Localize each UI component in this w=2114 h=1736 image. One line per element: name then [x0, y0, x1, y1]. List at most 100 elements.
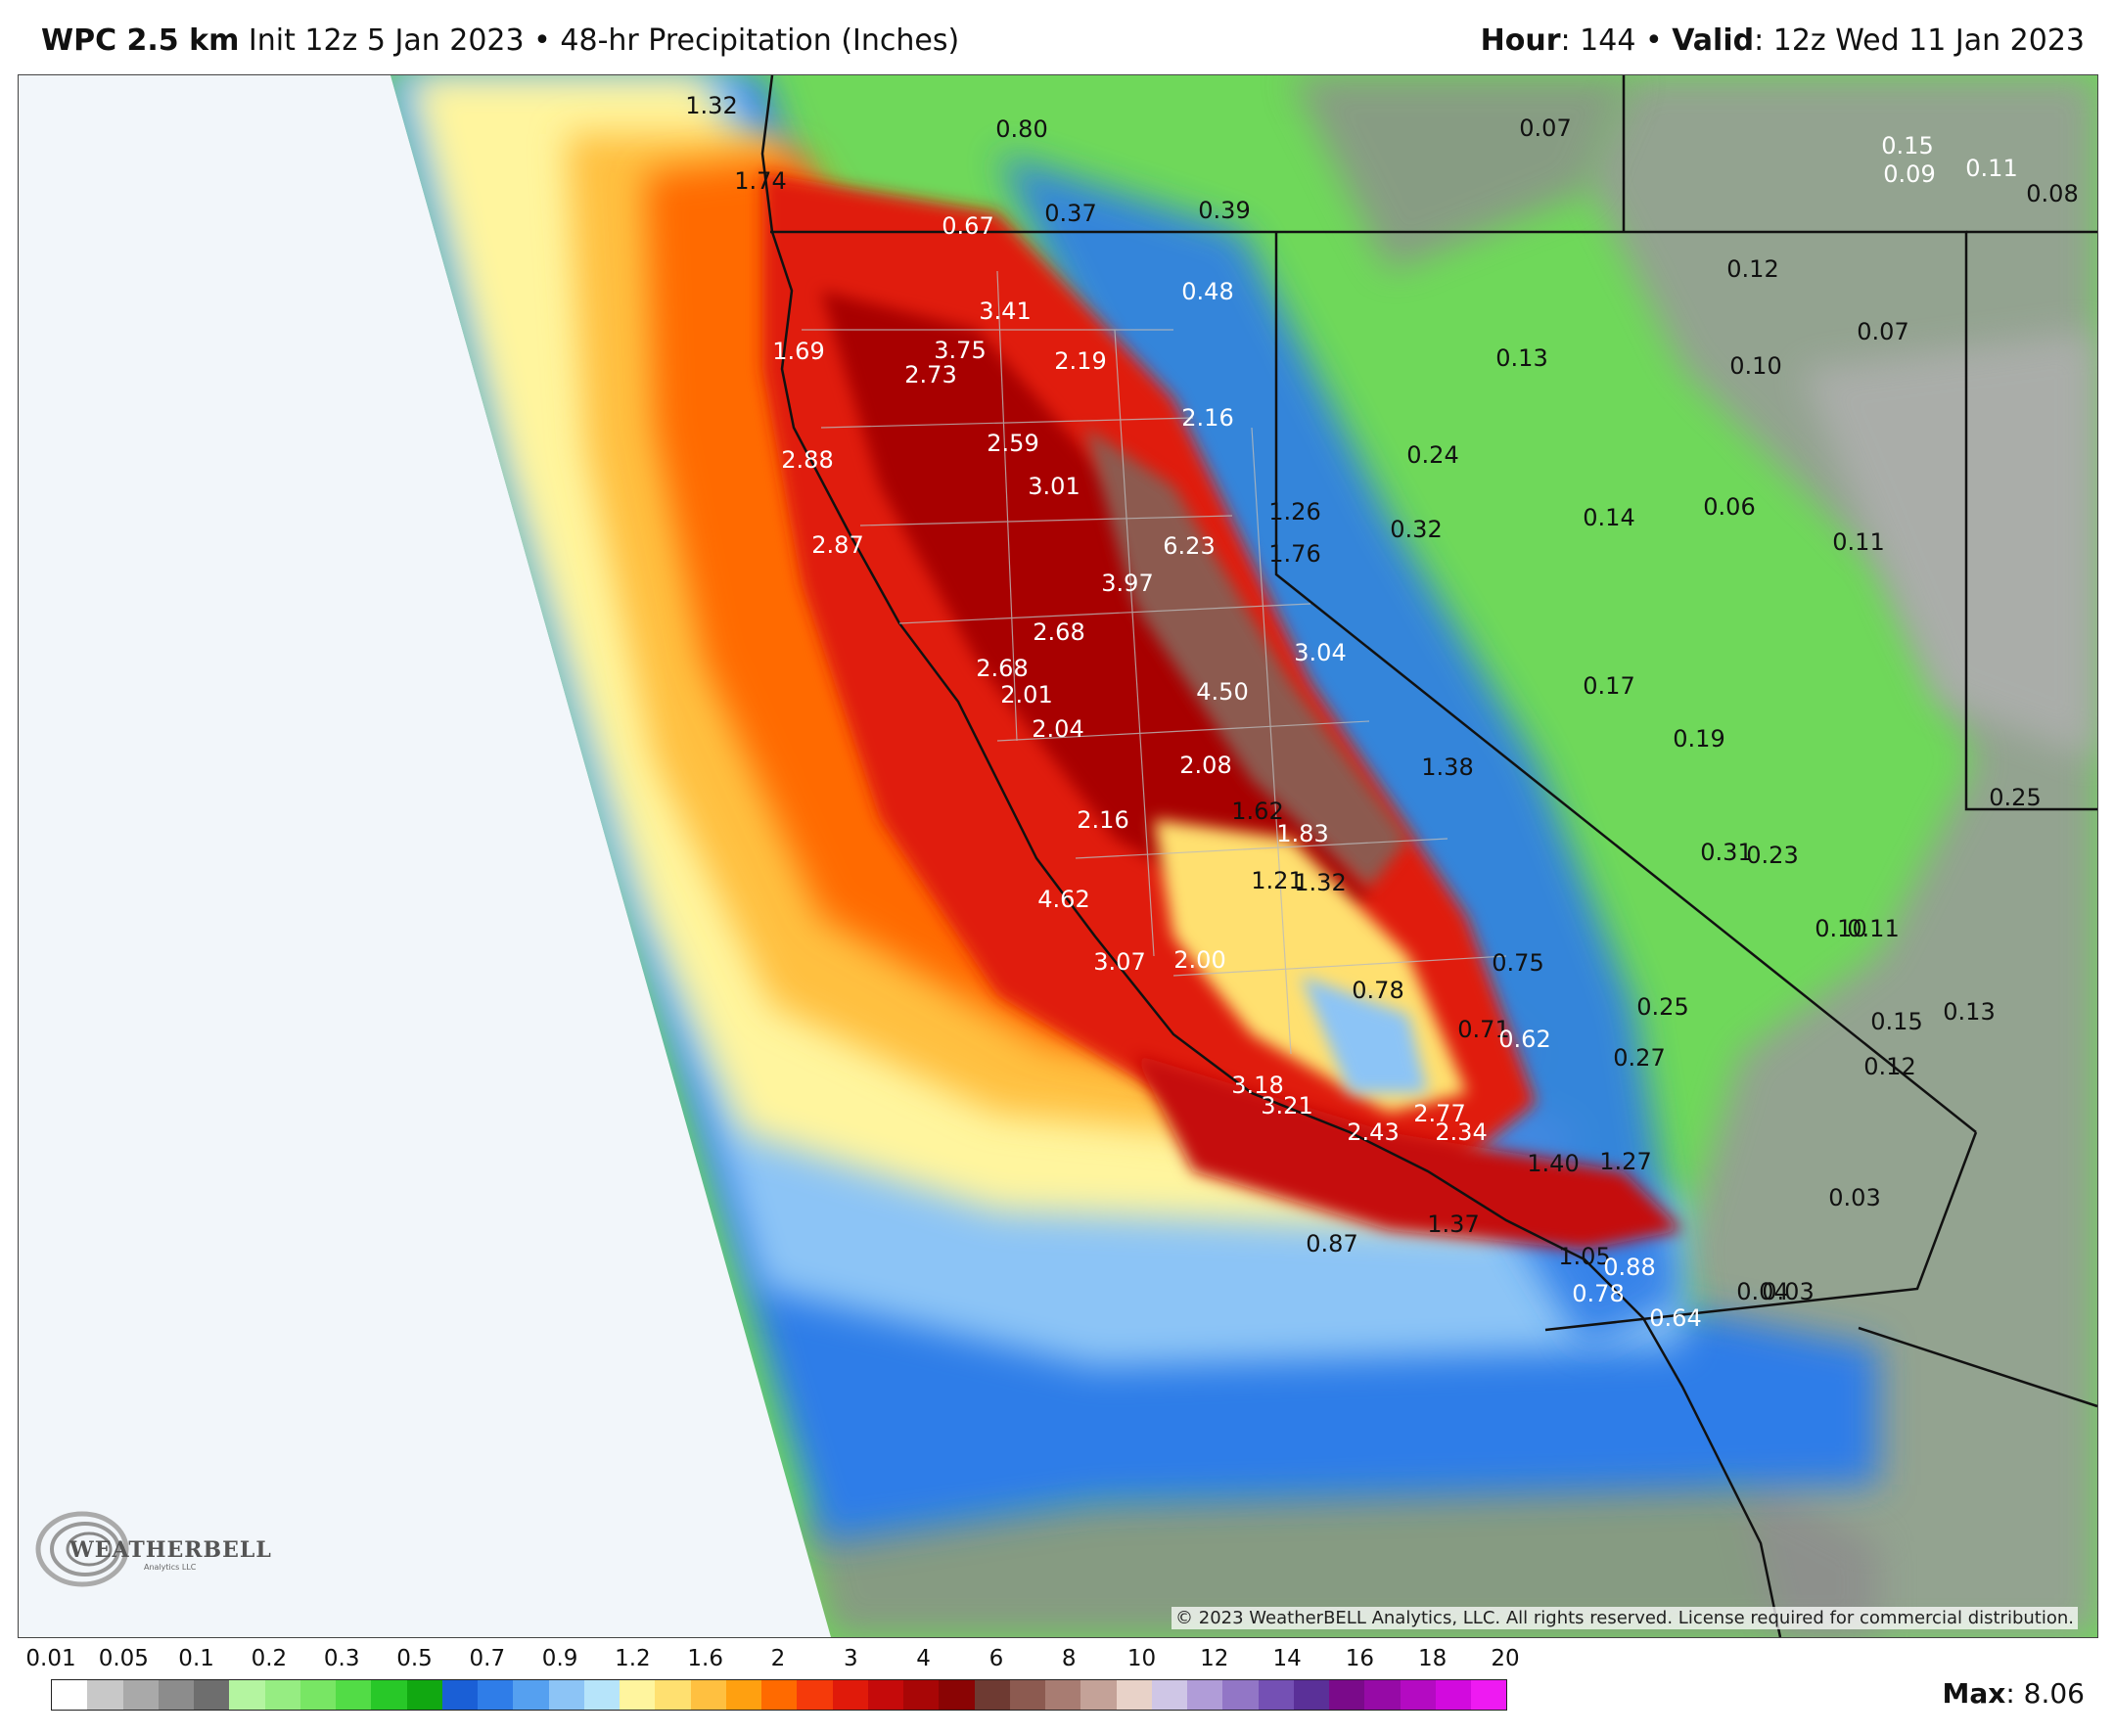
- legend-swatch: [1329, 1680, 1365, 1710]
- legend-swatch: [371, 1680, 407, 1710]
- point-value: 3.75: [934, 337, 987, 364]
- point-value: 2.87: [811, 531, 864, 559]
- point-value: 0.19: [1673, 725, 1725, 753]
- point-value: 0.06: [1703, 493, 1756, 521]
- separator: •: [1644, 23, 1663, 58]
- point-value: 2.34: [1435, 1119, 1488, 1146]
- legend-ticks: 0.01 0.05 0.1 0.2 0.3 0.5 0.7 0.9 1.2 1.6 2 3 4 6 8 10 1…: [25, 1646, 1520, 1677]
- point-value: 2.59: [987, 430, 1039, 457]
- legend-tick-label: 16: [1345, 1646, 1375, 1671]
- point-value: 2.00: [1173, 946, 1226, 974]
- point-value: 0.03: [1762, 1278, 1815, 1305]
- point-value: 0.80: [995, 115, 1048, 143]
- legend-swatch: [194, 1680, 230, 1710]
- map-header: WPC 2.5 km Init 12z 5 Jan 2023 • 48-hr P…: [0, 0, 2114, 74]
- point-value: 0.11: [1832, 528, 1885, 556]
- point-value: 2.19: [1054, 347, 1107, 375]
- point-value: 3.97: [1101, 570, 1154, 597]
- legend-swatch: [1080, 1680, 1117, 1710]
- legend-tick-label: 20: [1491, 1646, 1520, 1671]
- hour-value: : 144: [1560, 23, 1636, 58]
- coastline: [760, 75, 1782, 1637]
- point-value: 0.78: [1572, 1280, 1625, 1307]
- point-value: 0.62: [1498, 1026, 1551, 1053]
- point-value: 0.37: [1044, 200, 1097, 227]
- point-value: 0.24: [1406, 441, 1459, 469]
- legend-swatch: [903, 1680, 940, 1710]
- legend-swatch: [620, 1680, 656, 1710]
- point-value: 0.07: [1519, 114, 1572, 142]
- point-value: 0.10: [1729, 352, 1782, 380]
- point-value: 3.01: [1028, 473, 1080, 500]
- point-value: 0.07: [1857, 318, 1909, 345]
- point-value: 0.13: [1495, 344, 1548, 372]
- legend-swatch: [122, 1680, 159, 1710]
- point-value: 0.11: [1965, 155, 2018, 182]
- precipitation-map: 1.32 1.74 0.80 0.67 0.37 0.39 0.07 0.15 …: [18, 74, 2098, 1638]
- legend-swatch: [299, 1680, 336, 1710]
- point-value: 2.73: [904, 361, 957, 388]
- legend-swatch: [690, 1680, 726, 1710]
- point-value: 2.04: [1032, 715, 1084, 743]
- max-value-readout: Max: 8.06: [1942, 1677, 2085, 1710]
- init-time: Init 12z 5 Jan 2023: [248, 23, 525, 58]
- model-name: WPC 2.5 km: [41, 23, 240, 58]
- point-value: 0.04: [1736, 1278, 1789, 1305]
- point-value: 0.08: [2026, 180, 2079, 207]
- point-value: 0.32: [1390, 516, 1443, 543]
- legend-swatch: [513, 1680, 549, 1710]
- legend-tick-label: 12: [1200, 1646, 1229, 1671]
- copyright-notice: © 2023 WeatherBELL Analytics, LLC. All r…: [1172, 1607, 2078, 1629]
- point-value: 1.76: [1268, 540, 1321, 568]
- point-value: 1.26: [1268, 498, 1321, 525]
- point-value: 0.14: [1583, 504, 1635, 531]
- point-value: 0.25: [1989, 784, 2042, 811]
- point-value: 6.23: [1163, 532, 1216, 560]
- point-value: 1.27: [1599, 1148, 1652, 1175]
- point-value: 2.16: [1181, 404, 1234, 432]
- legend-tick-label: 14: [1272, 1646, 1302, 1671]
- point-value: 1.21: [1251, 867, 1304, 894]
- point-value: 2.68: [976, 655, 1029, 682]
- point-value: 0.78: [1352, 977, 1404, 1004]
- point-value: 1.74: [734, 167, 787, 195]
- point-value: 0.27: [1613, 1044, 1666, 1072]
- legend-swatch: [158, 1680, 194, 1710]
- point-value: 3.21: [1261, 1092, 1313, 1119]
- legend-tick-label: 1.2: [615, 1646, 651, 1671]
- point-value: 0.88: [1603, 1254, 1656, 1281]
- header-right: Hour: 144 • Valid: 12z Wed 11 Jan 2023: [1481, 23, 2085, 58]
- legend-swatch: [832, 1680, 868, 1710]
- separator: •: [533, 23, 551, 58]
- legend-tick-label: 0.3: [323, 1646, 360, 1671]
- point-value: 2.68: [1033, 618, 1085, 646]
- point-value: 0.23: [1746, 842, 1799, 869]
- legend-tick-label: 6: [988, 1646, 1004, 1671]
- point-value: 0.15: [1881, 132, 1934, 160]
- swirl-icon: [35, 1511, 129, 1587]
- point-value: 2.77: [1413, 1100, 1466, 1127]
- point-value: 0.31: [1700, 839, 1753, 866]
- legend-tick-label: 2: [770, 1646, 786, 1671]
- point-value: 0.10: [1815, 915, 1867, 942]
- point-value: 0.67: [942, 212, 994, 240]
- point-value: 1.40: [1527, 1150, 1580, 1177]
- point-value: 1.83: [1276, 820, 1329, 847]
- precip-field: [391, 75, 2097, 1637]
- point-value: 1.37: [1427, 1211, 1480, 1238]
- legend-swatch: [1009, 1680, 1045, 1710]
- valid-value: : 12z Wed 11 Jan 2023: [1754, 23, 2085, 58]
- point-value: 3.07: [1093, 948, 1146, 976]
- legend-tick-label: 18: [1418, 1646, 1448, 1671]
- legend-colorbar: [51, 1679, 1507, 1711]
- legend-swatch: [1258, 1680, 1294, 1710]
- legend-swatch: [52, 1680, 88, 1710]
- header-left: WPC 2.5 km Init 12z 5 Jan 2023 • 48-hr P…: [41, 23, 959, 58]
- point-value: 2.01: [1000, 681, 1053, 708]
- legend-tick-label: 10: [1126, 1646, 1157, 1671]
- legend-swatch: [725, 1680, 761, 1710]
- legend-tick-label: 1.6: [687, 1646, 723, 1671]
- legend-swatch: [939, 1680, 975, 1710]
- point-value: 0.12: [1726, 255, 1779, 283]
- point-value: 0.39: [1198, 197, 1251, 224]
